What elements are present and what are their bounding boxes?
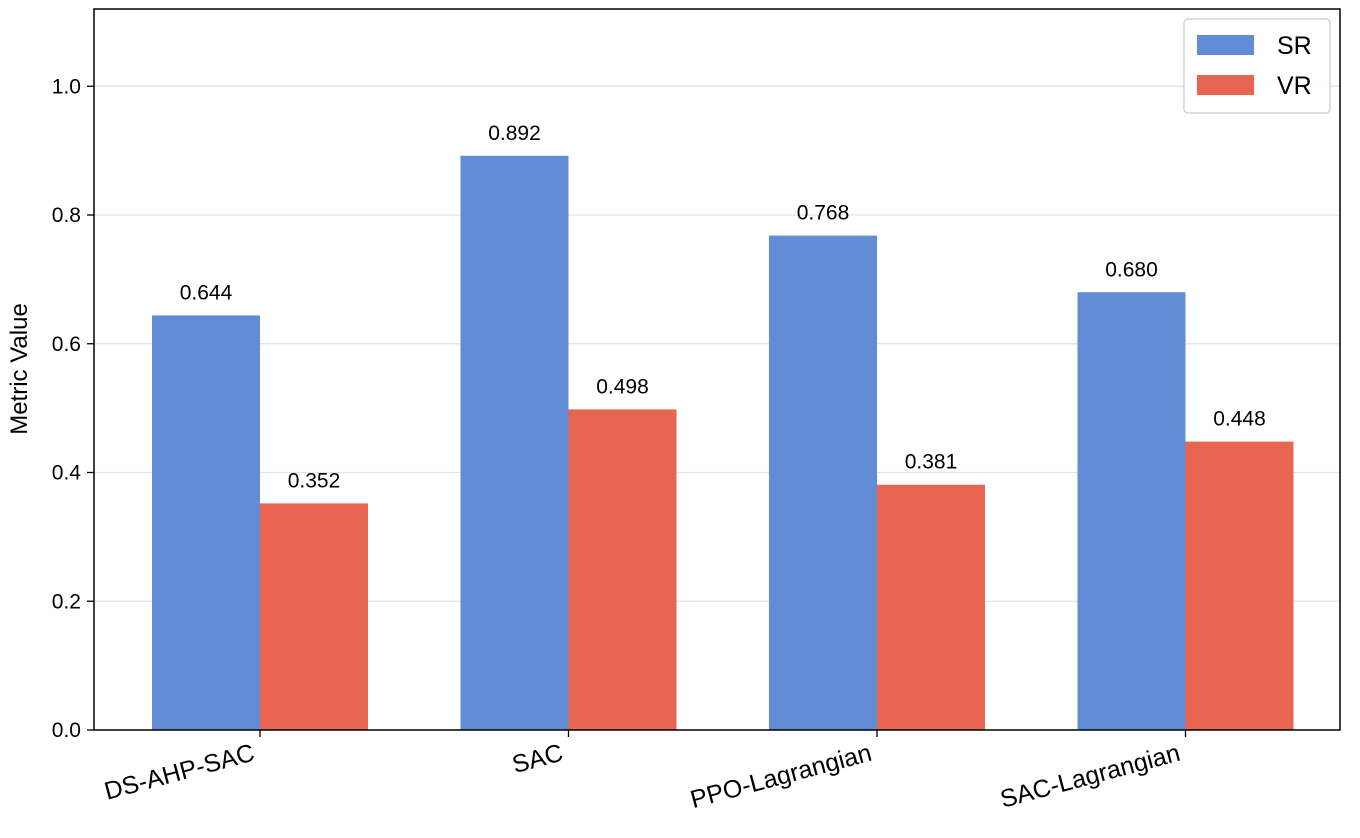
- bar-vr: [568, 409, 677, 730]
- data-label: 0.381: [905, 451, 958, 474]
- y-tick-label: 0.0: [52, 719, 81, 742]
- y-tick-label: 0.2: [52, 590, 81, 613]
- bar-sr: [460, 155, 569, 730]
- x-tick-label: SAC: [509, 739, 566, 779]
- y-tick-label: 0.8: [52, 204, 81, 227]
- plot-frame: [93, 8, 1341, 731]
- data-label: 0.768: [797, 202, 850, 225]
- y-axis: 0.0 0.2 0.4 0.6 0.8 1.0: [52, 75, 94, 742]
- data-labels: 0.644 0.352 0.892 0.498 0.768 0.381 0.680 0.448: [180, 122, 1266, 493]
- legend: SR VR: [1183, 18, 1331, 114]
- y-tick-label: 0.6: [52, 333, 81, 356]
- x-axis: DS-AHP-SAC SAC PPO-Lagrangian SAC-Lagrangia…: [101, 730, 1187, 814]
- bar-vr: [1185, 441, 1294, 730]
- bar-sr: [1077, 292, 1186, 730]
- data-label: 0.498: [596, 375, 649, 398]
- data-label: 0.352: [288, 469, 341, 492]
- y-tick-label: 1.0: [52, 75, 81, 98]
- data-label: 0.448: [1213, 408, 1266, 431]
- data-label: 0.644: [180, 281, 233, 304]
- legend-label-vr: VR: [1277, 72, 1312, 100]
- x-tick-label: DS-AHP-SAC: [101, 739, 257, 806]
- legend-label-sr: SR: [1277, 32, 1312, 60]
- bar-vr: [877, 484, 985, 730]
- bar-sr: [152, 315, 260, 730]
- bars: [152, 155, 1294, 730]
- legend-swatch-sr: [1197, 35, 1254, 55]
- x-tick-label: SAC-Lagrangian: [997, 739, 1183, 814]
- y-tick-label: 0.4: [52, 462, 82, 485]
- bar-vr: [260, 503, 368, 730]
- data-label: 0.892: [488, 122, 541, 145]
- bar-sr: [769, 235, 877, 730]
- plot-border: [93, 8, 1341, 731]
- data-label: 0.680: [1105, 258, 1158, 281]
- x-tick-label: PPO-Lagrangian: [687, 739, 874, 814]
- y-axis-label: Metric Value: [6, 303, 33, 435]
- legend-swatch-vr: [1197, 75, 1254, 95]
